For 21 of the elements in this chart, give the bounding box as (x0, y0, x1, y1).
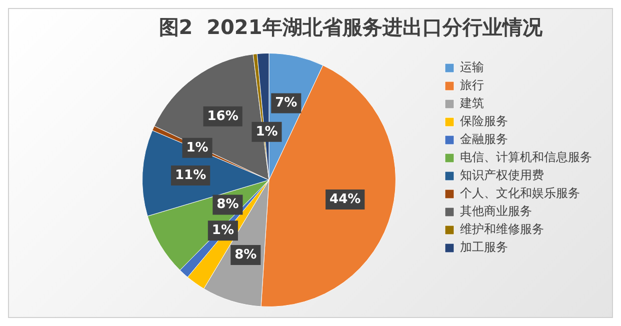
legend-label: 旅行 (460, 78, 484, 92)
legend-label: 个人、文化和娱乐服务 (460, 186, 580, 200)
legend-label: 运输 (460, 60, 484, 74)
data-label: 7% (275, 96, 298, 111)
legend-label: 知识产权使用费 (460, 168, 544, 182)
data-label: 16% (207, 108, 238, 124)
data-label: 11% (174, 168, 206, 183)
legend-label: 加工服务 (460, 240, 508, 254)
data-label: 1% (256, 124, 278, 140)
legend-label: 维护和维修服务 (460, 222, 544, 236)
legend-label: 保险服务 (460, 114, 508, 128)
data-label: 1% (186, 140, 208, 156)
chart-title: 图2 2021年湖北省服务进出口分行业情况 (158, 15, 544, 40)
legend-label: 其他商业服务 (460, 204, 532, 218)
data-label: 8% (234, 247, 257, 262)
data-label: 44% (330, 192, 361, 207)
data-label: 1% (212, 223, 234, 238)
legend-label: 电信、计算机和信息服务 (460, 150, 592, 164)
legend-label: 金融服务 (460, 132, 508, 146)
legend-label: 建筑 (459, 96, 484, 110)
data-label: 8% (216, 197, 239, 212)
